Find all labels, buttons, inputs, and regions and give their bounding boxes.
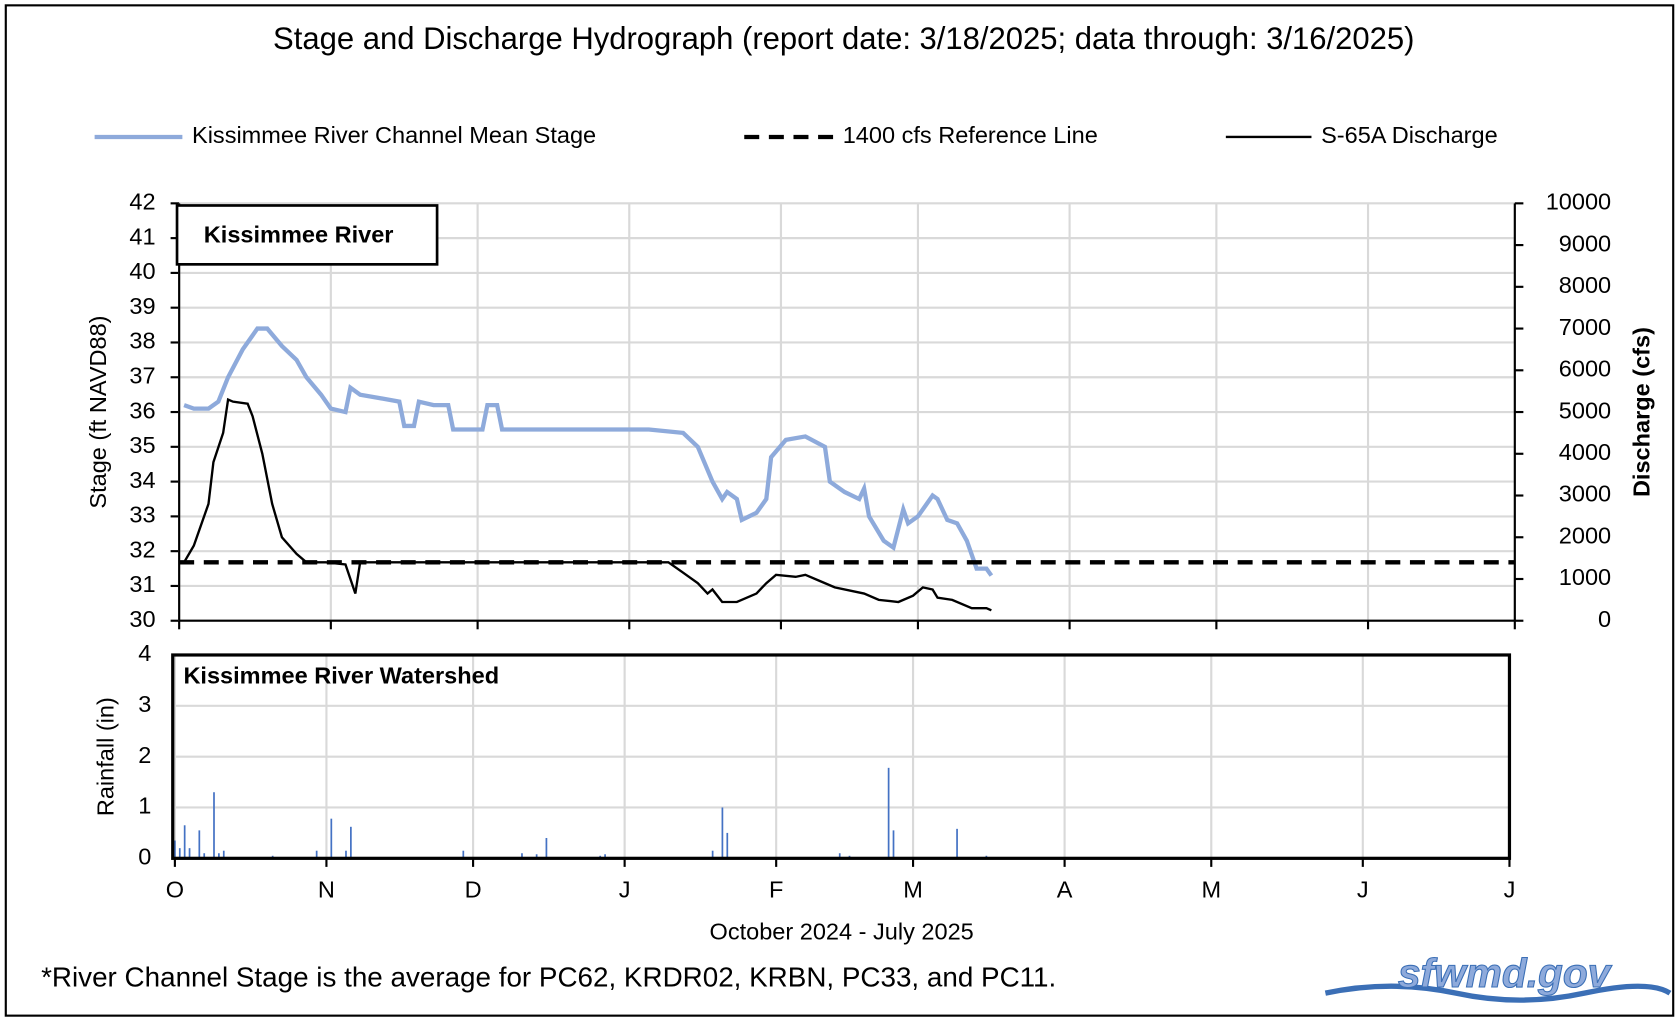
y-tick-label: 34	[129, 467, 155, 493]
bar	[213, 792, 215, 859]
y2-tick-label: 4000	[1559, 439, 1611, 465]
bar	[218, 853, 220, 859]
bar	[956, 828, 958, 859]
bar	[462, 850, 465, 859]
y-tick-label: 1	[138, 793, 151, 819]
inset-label: Kissimmee River Watershed	[183, 663, 499, 689]
y-tick-label: 32	[129, 536, 155, 562]
y-tick-label: 30	[129, 606, 155, 632]
x-tick-label: F	[769, 877, 783, 903]
bar	[721, 807, 724, 859]
y-tick-label: 35	[129, 432, 155, 458]
y2-tick-label: 8000	[1559, 272, 1611, 298]
bar	[726, 832, 729, 859]
y2-axis-label: Discharge (cfs)	[1628, 327, 1654, 497]
x-axis-label: October 2024 - July 2025	[710, 918, 974, 944]
bar	[188, 848, 191, 859]
y2-tick-label: 3000	[1559, 481, 1611, 507]
series-line	[183, 397, 992, 612]
y-tick-label: 4	[138, 640, 151, 666]
series-line	[183, 326, 994, 577]
y-tick-label: 42	[129, 189, 155, 215]
bar	[198, 830, 201, 859]
x-tick-label: O	[166, 877, 184, 903]
x-tick-label: J	[619, 877, 631, 903]
y-tick-label: 40	[129, 258, 155, 284]
bar	[315, 850, 318, 859]
legend-label: 1400 cfs Reference Line	[843, 122, 1098, 148]
bar	[887, 767, 890, 859]
y-tick-label: 36	[129, 397, 155, 423]
x-tick-label: N	[318, 877, 335, 903]
y2-tick-label: 7000	[1559, 314, 1611, 340]
bar	[711, 850, 714, 859]
y2-tick-label: 9000	[1559, 230, 1611, 256]
chart-title: Stage and Discharge Hydrograph (report d…	[273, 21, 1414, 56]
legend-label: Kissimmee River Channel Mean Stage	[192, 122, 596, 148]
bar	[178, 848, 181, 859]
bar	[222, 850, 225, 859]
bar	[545, 837, 548, 859]
y2-tick-label: 6000	[1559, 356, 1611, 382]
bar	[183, 825, 186, 859]
y-tick-label: 31	[129, 571, 155, 597]
y2-tick-label: 10000	[1546, 189, 1611, 215]
inset-box	[175, 204, 439, 266]
y2-tick-label: 0	[1598, 606, 1611, 632]
y2-tick-label: 1000	[1559, 564, 1611, 590]
y-axis-label: Stage (ft NAVD88)	[85, 315, 111, 508]
y2-tick-label: 2000	[1559, 522, 1611, 548]
y-tick-label: 37	[129, 362, 155, 388]
x-tick-label: A	[1057, 877, 1073, 903]
y2-tick-label: 5000	[1559, 397, 1611, 423]
logo-wave	[1324, 983, 1672, 1003]
legend-label: S-65A Discharge	[1321, 122, 1498, 148]
bar	[838, 853, 841, 859]
inset-label: Kissimmee River	[204, 222, 394, 248]
y-tick-label: 3	[138, 691, 151, 717]
y-tick-label: 41	[129, 223, 155, 249]
y-tick-label: 2	[138, 742, 151, 768]
footnote: *River Channel Stage is the average for …	[41, 962, 1056, 993]
bar	[345, 850, 347, 859]
y-tick-label: 39	[129, 293, 155, 319]
logo: sfwmd.gov	[1398, 950, 1613, 996]
y-tick-label: 38	[129, 328, 155, 354]
x-tick-label: J	[1357, 877, 1369, 903]
bar	[350, 826, 352, 859]
y-tick-label: 33	[129, 502, 155, 528]
bar	[203, 853, 206, 859]
bar	[892, 830, 895, 859]
bar	[330, 818, 333, 859]
x-tick-label: J	[1504, 877, 1516, 903]
plot-frame	[171, 653, 1512, 860]
bar	[535, 854, 538, 859]
x-tick-label: M	[1201, 877, 1221, 903]
y-tick-label: 0	[138, 844, 151, 870]
bar	[174, 840, 176, 859]
x-tick-label: D	[465, 877, 482, 903]
x-tick-label: M	[903, 877, 923, 903]
outer-border	[4, 4, 1675, 1017]
y-axis-label: Rainfall (in)	[93, 697, 119, 816]
bar	[521, 853, 523, 859]
bar	[604, 854, 606, 859]
